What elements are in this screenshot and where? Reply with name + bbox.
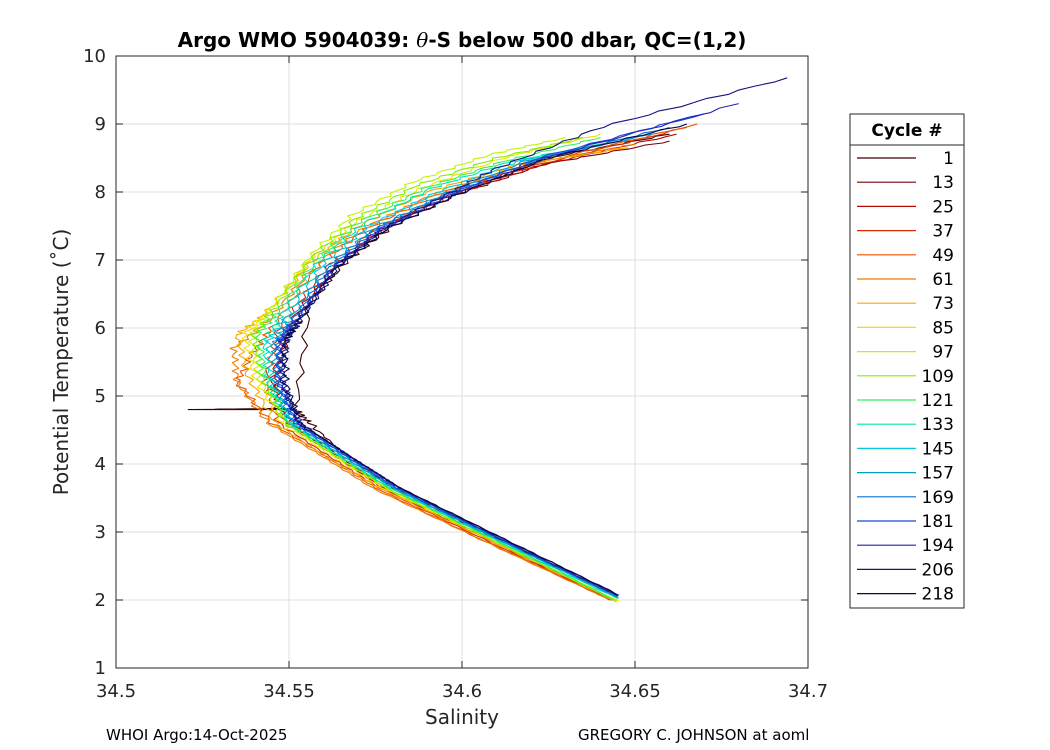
legend-label-37: 37 bbox=[932, 222, 954, 242]
legend-label-157: 157 bbox=[922, 464, 954, 484]
legend-label-85: 85 bbox=[932, 318, 954, 338]
footer-left: WHOI Argo:14-Oct-2025 bbox=[106, 726, 288, 744]
legend-label-133: 133 bbox=[922, 415, 954, 435]
legend-label-13: 13 bbox=[932, 173, 954, 193]
legend-label-169: 169 bbox=[922, 488, 954, 508]
chart-title-prefix: Argo WMO 5904039: bbox=[178, 28, 417, 52]
chart-title: Argo WMO 5904039: θ-S below 500 dbar, QC… bbox=[178, 28, 747, 52]
y-tick-label: 3 bbox=[95, 522, 106, 543]
legend-label-73: 73 bbox=[932, 294, 954, 314]
legend-label-49: 49 bbox=[932, 246, 954, 266]
series-line-cycle-61 bbox=[229, 143, 636, 601]
legend-title: Cycle # bbox=[871, 121, 942, 141]
ticks: 34.5 34.55 34.6 34.65 34.7 1 2 3 4 5 6 7 8 9 10 bbox=[83, 46, 828, 702]
legend-label-145: 145 bbox=[922, 439, 954, 459]
legend-label-109: 109 bbox=[922, 367, 954, 387]
y-tick-label: 2 bbox=[95, 590, 106, 611]
legend-label-206: 206 bbox=[922, 560, 954, 580]
x-tick-label: 34.6 bbox=[442, 681, 482, 702]
y-tick-label: 10 bbox=[83, 46, 106, 67]
series-line-cycle-73 bbox=[234, 147, 629, 603]
y-tick-label: 9 bbox=[95, 114, 106, 135]
series-layer bbox=[187, 77, 788, 603]
x-tick-label: 34.7 bbox=[788, 681, 828, 702]
y-tick-label: 8 bbox=[95, 182, 106, 203]
legend-label-181: 181 bbox=[922, 512, 954, 532]
legend-label-61: 61 bbox=[932, 270, 954, 290]
legend-label-1: 1 bbox=[943, 149, 954, 169]
legend-entries: 1 13 25 37 49 61 73 85 97 109 121 133 145 157 169 181 19… bbox=[857, 149, 954, 605]
legend: Cycle # 1 13 25 37 49 61 73 85 97 109 121 133 145 157… bbox=[849, 113, 965, 609]
legend-label-121: 121 bbox=[922, 391, 954, 411]
x-tick-label: 34.5 bbox=[96, 681, 136, 702]
x-tick-label: 34.55 bbox=[263, 681, 315, 702]
series-line-cycle-218 bbox=[281, 123, 688, 596]
y-tick-label: 1 bbox=[95, 658, 106, 679]
legend-box bbox=[849, 113, 965, 609]
x-tick-label: 34.65 bbox=[609, 681, 661, 702]
y-tick-label: 5 bbox=[95, 386, 106, 407]
chart-title-suffix: -S below 500 dbar, QC=(1,2) bbox=[428, 28, 746, 52]
y-tick-label: 6 bbox=[95, 318, 106, 339]
chart-title-theta: θ bbox=[416, 28, 428, 52]
y-tick-label: 7 bbox=[95, 250, 106, 271]
legend-label-25: 25 bbox=[932, 197, 954, 217]
footer-right: GREGORY C. JOHNSON at aoml bbox=[578, 726, 810, 744]
series-line-cycle-133 bbox=[262, 140, 618, 600]
legend-label-218: 218 bbox=[922, 585, 954, 605]
y-axis-label: Potential Temperature (˚C) bbox=[49, 229, 73, 496]
series-line-cycle-109 bbox=[250, 137, 616, 601]
series-line-cycle-181 bbox=[274, 113, 705, 597]
x-axis-label: Salinity bbox=[425, 705, 499, 729]
y-tick-label: 4 bbox=[95, 454, 106, 475]
legend-label-194: 194 bbox=[922, 536, 954, 556]
series-line-cycle-85 bbox=[241, 133, 618, 602]
legend-label-97: 97 bbox=[932, 343, 954, 363]
